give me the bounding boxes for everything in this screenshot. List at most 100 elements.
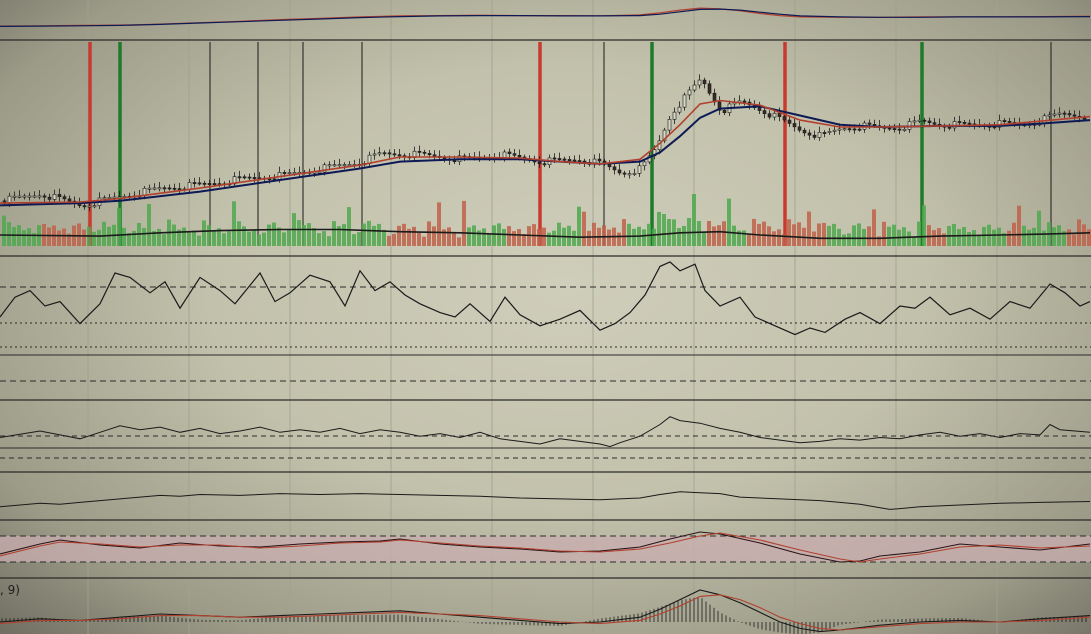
volume-bar: [247, 231, 251, 246]
volume-bar: [632, 228, 636, 246]
candle-body: [432, 154, 437, 157]
candle-body: [757, 107, 762, 111]
oscillator-4-band: [0, 536, 1091, 562]
volume-bar: [27, 228, 31, 246]
volume-bar: [667, 219, 671, 246]
candle-body: [852, 128, 857, 131]
volume-bar: [922, 205, 926, 246]
candle-body: [842, 128, 847, 131]
candle-body: [672, 111, 677, 120]
volume-bar: [792, 224, 796, 246]
volume-bar: [62, 228, 66, 246]
volume-bar: [77, 223, 81, 246]
volume-bar: [122, 227, 126, 246]
oscillator-3-line: [0, 491, 1091, 510]
volume-bar: [832, 223, 836, 246]
volume-bar: [882, 221, 886, 246]
candle-body: [892, 128, 897, 131]
volume-bar: [492, 225, 496, 246]
volume-bar: [372, 225, 376, 246]
volume-bar: [847, 233, 851, 246]
candle-body: [627, 173, 632, 176]
candle-body: [197, 182, 202, 185]
candle-body: [52, 194, 57, 200]
volume-bar: [742, 230, 746, 246]
volume-bar: [727, 198, 731, 246]
volume-bar: [577, 206, 581, 246]
volume-bar: [102, 221, 106, 246]
volume-bar: [117, 207, 121, 246]
volume-bar: [877, 236, 881, 246]
candle-body: [567, 159, 572, 161]
candle-body: [717, 101, 722, 111]
volume-bar: [92, 231, 96, 246]
volume-bar: [642, 229, 646, 246]
volume-bar: [152, 230, 156, 246]
volume-bar: [432, 226, 436, 246]
volume-bar: [777, 229, 781, 246]
volume-bar: [957, 229, 961, 246]
volume-bar: [1007, 230, 1011, 246]
volume-bar: [982, 226, 986, 246]
candle-body: [797, 126, 802, 131]
candle-body: [237, 176, 242, 179]
volume-bar: [827, 225, 831, 246]
candle-body: [637, 165, 642, 174]
volume-bar: [412, 226, 416, 246]
volume-bar: [887, 226, 891, 246]
candle-body: [207, 183, 212, 185]
candle-body: [687, 89, 692, 96]
candle-body: [1072, 114, 1077, 117]
candle-body: [167, 187, 172, 190]
candle-body: [67, 198, 72, 202]
volume-bar: [267, 224, 271, 246]
volume-bar: [557, 222, 561, 246]
candle-body: [832, 129, 837, 132]
candle-body: [957, 121, 962, 123]
volume-bar: [202, 220, 206, 246]
volume-bar: [487, 233, 491, 246]
volume-bar: [1022, 225, 1026, 246]
volume-bar: [357, 232, 361, 246]
volume-bar: [617, 232, 621, 246]
candle-body: [372, 153, 377, 156]
volume-bar: [232, 201, 236, 246]
volume-bar: [547, 232, 551, 246]
volume-bar: [697, 221, 701, 246]
volume-bar: [902, 227, 906, 246]
volume-bar: [402, 223, 406, 246]
macd-histogram: [1, 597, 1087, 634]
volume-bar: [82, 229, 86, 246]
volume-bar: [32, 233, 36, 246]
candle-body: [47, 196, 52, 200]
volume-bar: [462, 200, 466, 246]
candle-body: [542, 163, 547, 166]
candle-body: [202, 182, 207, 185]
volume-bar: [287, 230, 291, 246]
volume-bar: [857, 223, 861, 246]
grid: [87, 0, 998, 634]
candle-body: [292, 172, 297, 174]
candle-body: [247, 176, 252, 179]
volume-bar: [587, 230, 591, 246]
candle-body: [337, 164, 342, 167]
volume-bar: [437, 202, 441, 246]
candle-body: [332, 164, 337, 167]
candle-body: [577, 160, 582, 163]
candle-body: [772, 112, 777, 118]
volume-bar: [1072, 234, 1076, 246]
volume-bar: [472, 225, 476, 246]
volume-bar: [572, 230, 576, 246]
candle-body: [112, 196, 117, 199]
volume-bar: [747, 233, 751, 246]
candle-body: [22, 195, 27, 198]
candle-body: [907, 121, 912, 130]
volume-bar: [852, 225, 856, 246]
volume-bar: [1062, 231, 1066, 246]
candle-body: [82, 205, 87, 208]
candle-body: [782, 116, 787, 121]
volume-bar: [407, 228, 411, 246]
volume-bar: [172, 224, 176, 246]
candle-body: [642, 161, 647, 167]
